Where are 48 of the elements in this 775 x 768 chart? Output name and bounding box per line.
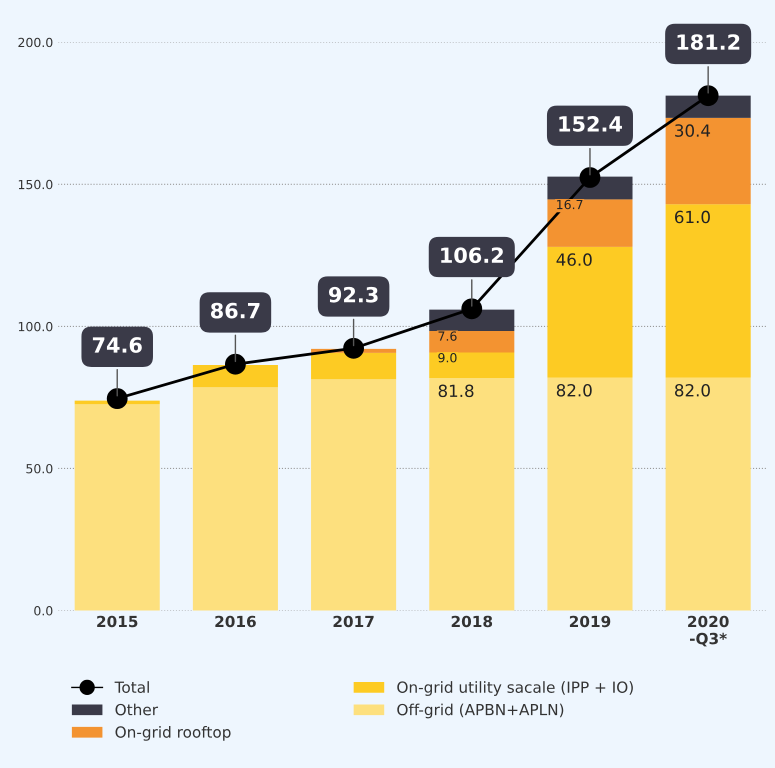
legend-label: Total [114,681,149,693]
bar [666,378,751,611]
data-label: 30.4 [675,124,710,137]
bar [666,204,751,378]
y-tick-label: 150.0 [18,180,52,190]
point [106,388,128,409]
point [461,298,482,320]
data-label: 9.0 [438,352,457,362]
bar [666,118,751,204]
y-tick-label: 100.0 [18,322,52,332]
x-tick-label: 2016 [215,616,256,628]
data-label: 181.2 [678,34,740,50]
data-label: 81.8 [438,384,474,398]
legend-label: Other [116,704,158,716]
point [224,354,246,375]
x-tick-label: 2018 [452,616,492,628]
point [698,85,719,106]
data-label: 61.0 [675,210,710,224]
bar [74,404,160,611]
legend-label: On-grid rooftop [116,726,231,741]
bar [192,387,278,611]
data-label: 152.4 [559,116,622,132]
data-label: 7.6 [438,331,457,341]
data-label: 92.3 [328,286,378,303]
x-tick-label: 2015 [97,616,138,628]
x-tick-label: 2020 -Q3* [688,616,729,646]
x-tick-label: 2017 [334,616,374,628]
bar [311,352,396,380]
bar [311,379,396,611]
data-label: 86.7 [210,302,260,318]
legend-label: Off-grid (APBN+APLN) [397,704,564,718]
bar [547,378,633,611]
legend-label: On-grid utility sacale (IPP + IO) [397,681,633,696]
point [343,338,364,359]
y-tick-label: 200.0 [18,38,52,48]
data-label: 106.2 [441,247,503,264]
data-label: 16.7 [557,200,582,210]
bar [547,199,633,247]
x-tick-label: 2019 [570,616,610,628]
bar [547,246,633,378]
data-label: 82.0 [675,384,710,397]
data-label: 82.0 [556,384,592,397]
data-label: 46.0 [556,253,592,266]
y-tick-label: 0.0 [34,606,52,616]
bar [429,378,514,611]
data-label: 74.6 [92,337,142,353]
point [580,167,600,188]
y-tick-label: 50.0 [26,464,52,474]
